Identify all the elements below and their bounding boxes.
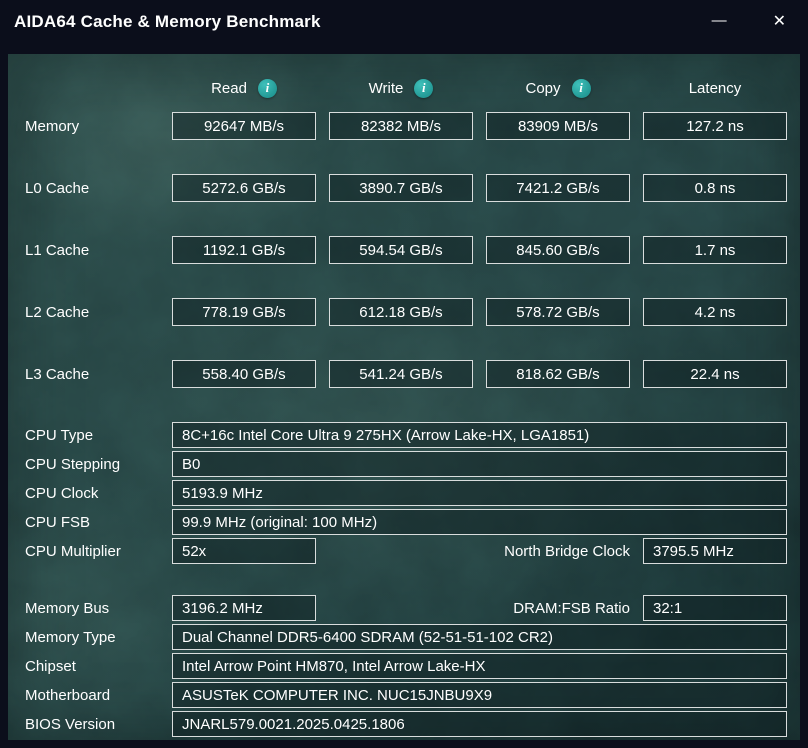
l2-write-value: 612.18 GB/s <box>329 298 473 326</box>
l3-latency-value: 22.4 ns <box>643 360 787 388</box>
panel-content: Read i Write i Copy i Latency Memory 926… <box>8 74 800 737</box>
cpu-clock-value: 5193.9 MHz <box>172 480 787 506</box>
bios-version-value: JNARL579.0021.2025.0425.1806 <box>172 711 787 737</box>
column-header-row: Read i Write i Copy i Latency <box>25 74 800 102</box>
l1-copy-value: 845.60 GB/s <box>486 236 630 264</box>
cpu-type-row: CPU Type 8C+16c Intel Core Ultra 9 275HX… <box>25 422 800 448</box>
l2-copy-value: 578.72 GB/s <box>486 298 630 326</box>
l0-read-value: 5272.6 GB/s <box>172 174 316 202</box>
row-label: Memory Type <box>25 628 116 646</box>
minimize-button[interactable]: — <box>711 11 727 29</box>
l3-copy-value: 818.62 GB/s <box>486 360 630 388</box>
memory-read-value: 92647 MB/s <box>172 112 316 140</box>
l1-latency-value: 1.7 ns <box>643 236 787 264</box>
row-label: CPU Type <box>25 426 94 444</box>
l3-write-value: 541.24 GB/s <box>329 360 473 388</box>
write-info-icon[interactable]: i <box>414 78 434 98</box>
cpu-clock-row: CPU Clock 5193.9 MHz <box>25 480 800 506</box>
cpu-multiplier-row: CPU Multiplier 52x North Bridge Clock 37… <box>25 538 800 564</box>
copy-info-icon[interactable]: i <box>571 78 591 98</box>
column-header-read: Read i <box>172 78 316 98</box>
cpu-stepping-value: B0 <box>172 451 787 477</box>
cpu-fsb-row: CPU FSB 99.9 MHz (original: 100 MHz) <box>25 509 800 535</box>
row-label: CPU Multiplier <box>25 542 121 560</box>
row-label: Memory <box>25 117 80 135</box>
memory-latency-value: 127.2 ns <box>643 112 787 140</box>
memory-bus-row: Memory Bus 3196.2 MHz DRAM:FSB Ratio 32:… <box>25 595 800 621</box>
memory-bus-value: 3196.2 MHz <box>172 595 316 621</box>
row-label: L3 Cache <box>25 365 90 383</box>
latency-column-label: Latency <box>688 79 742 97</box>
row-label: BIOS Version <box>25 715 116 733</box>
north-bridge-clock-label: North Bridge Clock <box>504 542 630 560</box>
row-label: L2 Cache <box>25 303 90 321</box>
read-column-label: Read <box>211 79 247 97</box>
motherboard-value: ASUSTeK COMPUTER INC. NUC15JNBU9X9 <box>172 682 787 708</box>
north-bridge-clock-value: 3795.5 MHz <box>643 538 787 564</box>
row-label: CPU Clock <box>25 484 99 502</box>
l1-read-value: 1192.1 GB/s <box>172 236 316 264</box>
memory-type-value: Dual Channel DDR5-6400 SDRAM (52-51-51-1… <box>172 624 787 650</box>
write-column-label: Write <box>368 79 404 97</box>
row-label: L1 Cache <box>25 241 90 259</box>
benchmark-row-l3-cache: L3 Cache 558.40 GB/s 541.24 GB/s 818.62 … <box>25 360 800 388</box>
dram-fsb-ratio-value: 32:1 <box>643 595 787 621</box>
read-info-icon[interactable]: i <box>257 78 277 98</box>
cpu-multiplier-value: 52x <box>172 538 316 564</box>
benchmark-row-memory: Memory 92647 MB/s 82382 MB/s 83909 MB/s … <box>25 112 800 140</box>
memory-copy-value: 83909 MB/s <box>486 112 630 140</box>
row-label: Motherboard <box>25 686 111 704</box>
bios-version-row: BIOS Version JNARL579.0021.2025.0425.180… <box>25 711 800 737</box>
memory-type-row: Memory Type Dual Channel DDR5-6400 SDRAM… <box>25 624 800 650</box>
row-label: CPU FSB <box>25 513 91 531</box>
close-button[interactable]: ✕ <box>772 13 786 30</box>
row-label: CPU Stepping <box>25 455 121 473</box>
column-header-write: Write i <box>329 78 473 98</box>
benchmark-row-l1-cache: L1 Cache 1192.1 GB/s 594.54 GB/s 845.60 … <box>25 236 800 264</box>
chipset-value: Intel Arrow Point HM870, Intel Arrow Lak… <box>172 653 787 679</box>
row-label: Chipset <box>25 657 76 675</box>
motherboard-row: Motherboard ASUSTeK COMPUTER INC. NUC15J… <box>25 682 800 708</box>
row-label: Memory Bus <box>25 599 110 617</box>
cpu-fsb-value: 99.9 MHz (original: 100 MHz) <box>172 509 787 535</box>
benchmark-row-l0-cache: L0 Cache 5272.6 GB/s 3890.7 GB/s 7421.2 … <box>25 174 800 202</box>
l2-latency-value: 4.2 ns <box>643 298 787 326</box>
cpu-type-value: 8C+16c Intel Core Ultra 9 275HX (Arrow L… <box>172 422 787 448</box>
chipset-row: Chipset Intel Arrow Point HM870, Intel A… <box>25 653 800 679</box>
column-header-latency: Latency <box>643 80 787 97</box>
l0-copy-value: 7421.2 GB/s <box>486 174 630 202</box>
column-header-copy: Copy i <box>486 78 630 98</box>
l0-latency-value: 0.8 ns <box>643 174 787 202</box>
l2-read-value: 778.19 GB/s <box>172 298 316 326</box>
l1-write-value: 594.54 GB/s <box>329 236 473 264</box>
window-title: AIDA64 Cache & Memory Benchmark <box>14 12 321 31</box>
copy-column-label: Copy <box>525 79 561 97</box>
titlebar: AIDA64 Cache & Memory Benchmark — ✕ <box>0 0 808 44</box>
benchmark-panel: Read i Write i Copy i Latency Memory 926… <box>8 54 800 740</box>
benchmark-row-l2-cache: L2 Cache 778.19 GB/s 612.18 GB/s 578.72 … <box>25 298 800 326</box>
l3-read-value: 558.40 GB/s <box>172 360 316 388</box>
cpu-stepping-row: CPU Stepping B0 <box>25 451 800 477</box>
row-label: L0 Cache <box>25 179 90 197</box>
dram-fsb-ratio-label: DRAM:FSB Ratio <box>513 599 630 617</box>
memory-write-value: 82382 MB/s <box>329 112 473 140</box>
l0-write-value: 3890.7 GB/s <box>329 174 473 202</box>
window-controls: — ✕ <box>711 11 794 30</box>
